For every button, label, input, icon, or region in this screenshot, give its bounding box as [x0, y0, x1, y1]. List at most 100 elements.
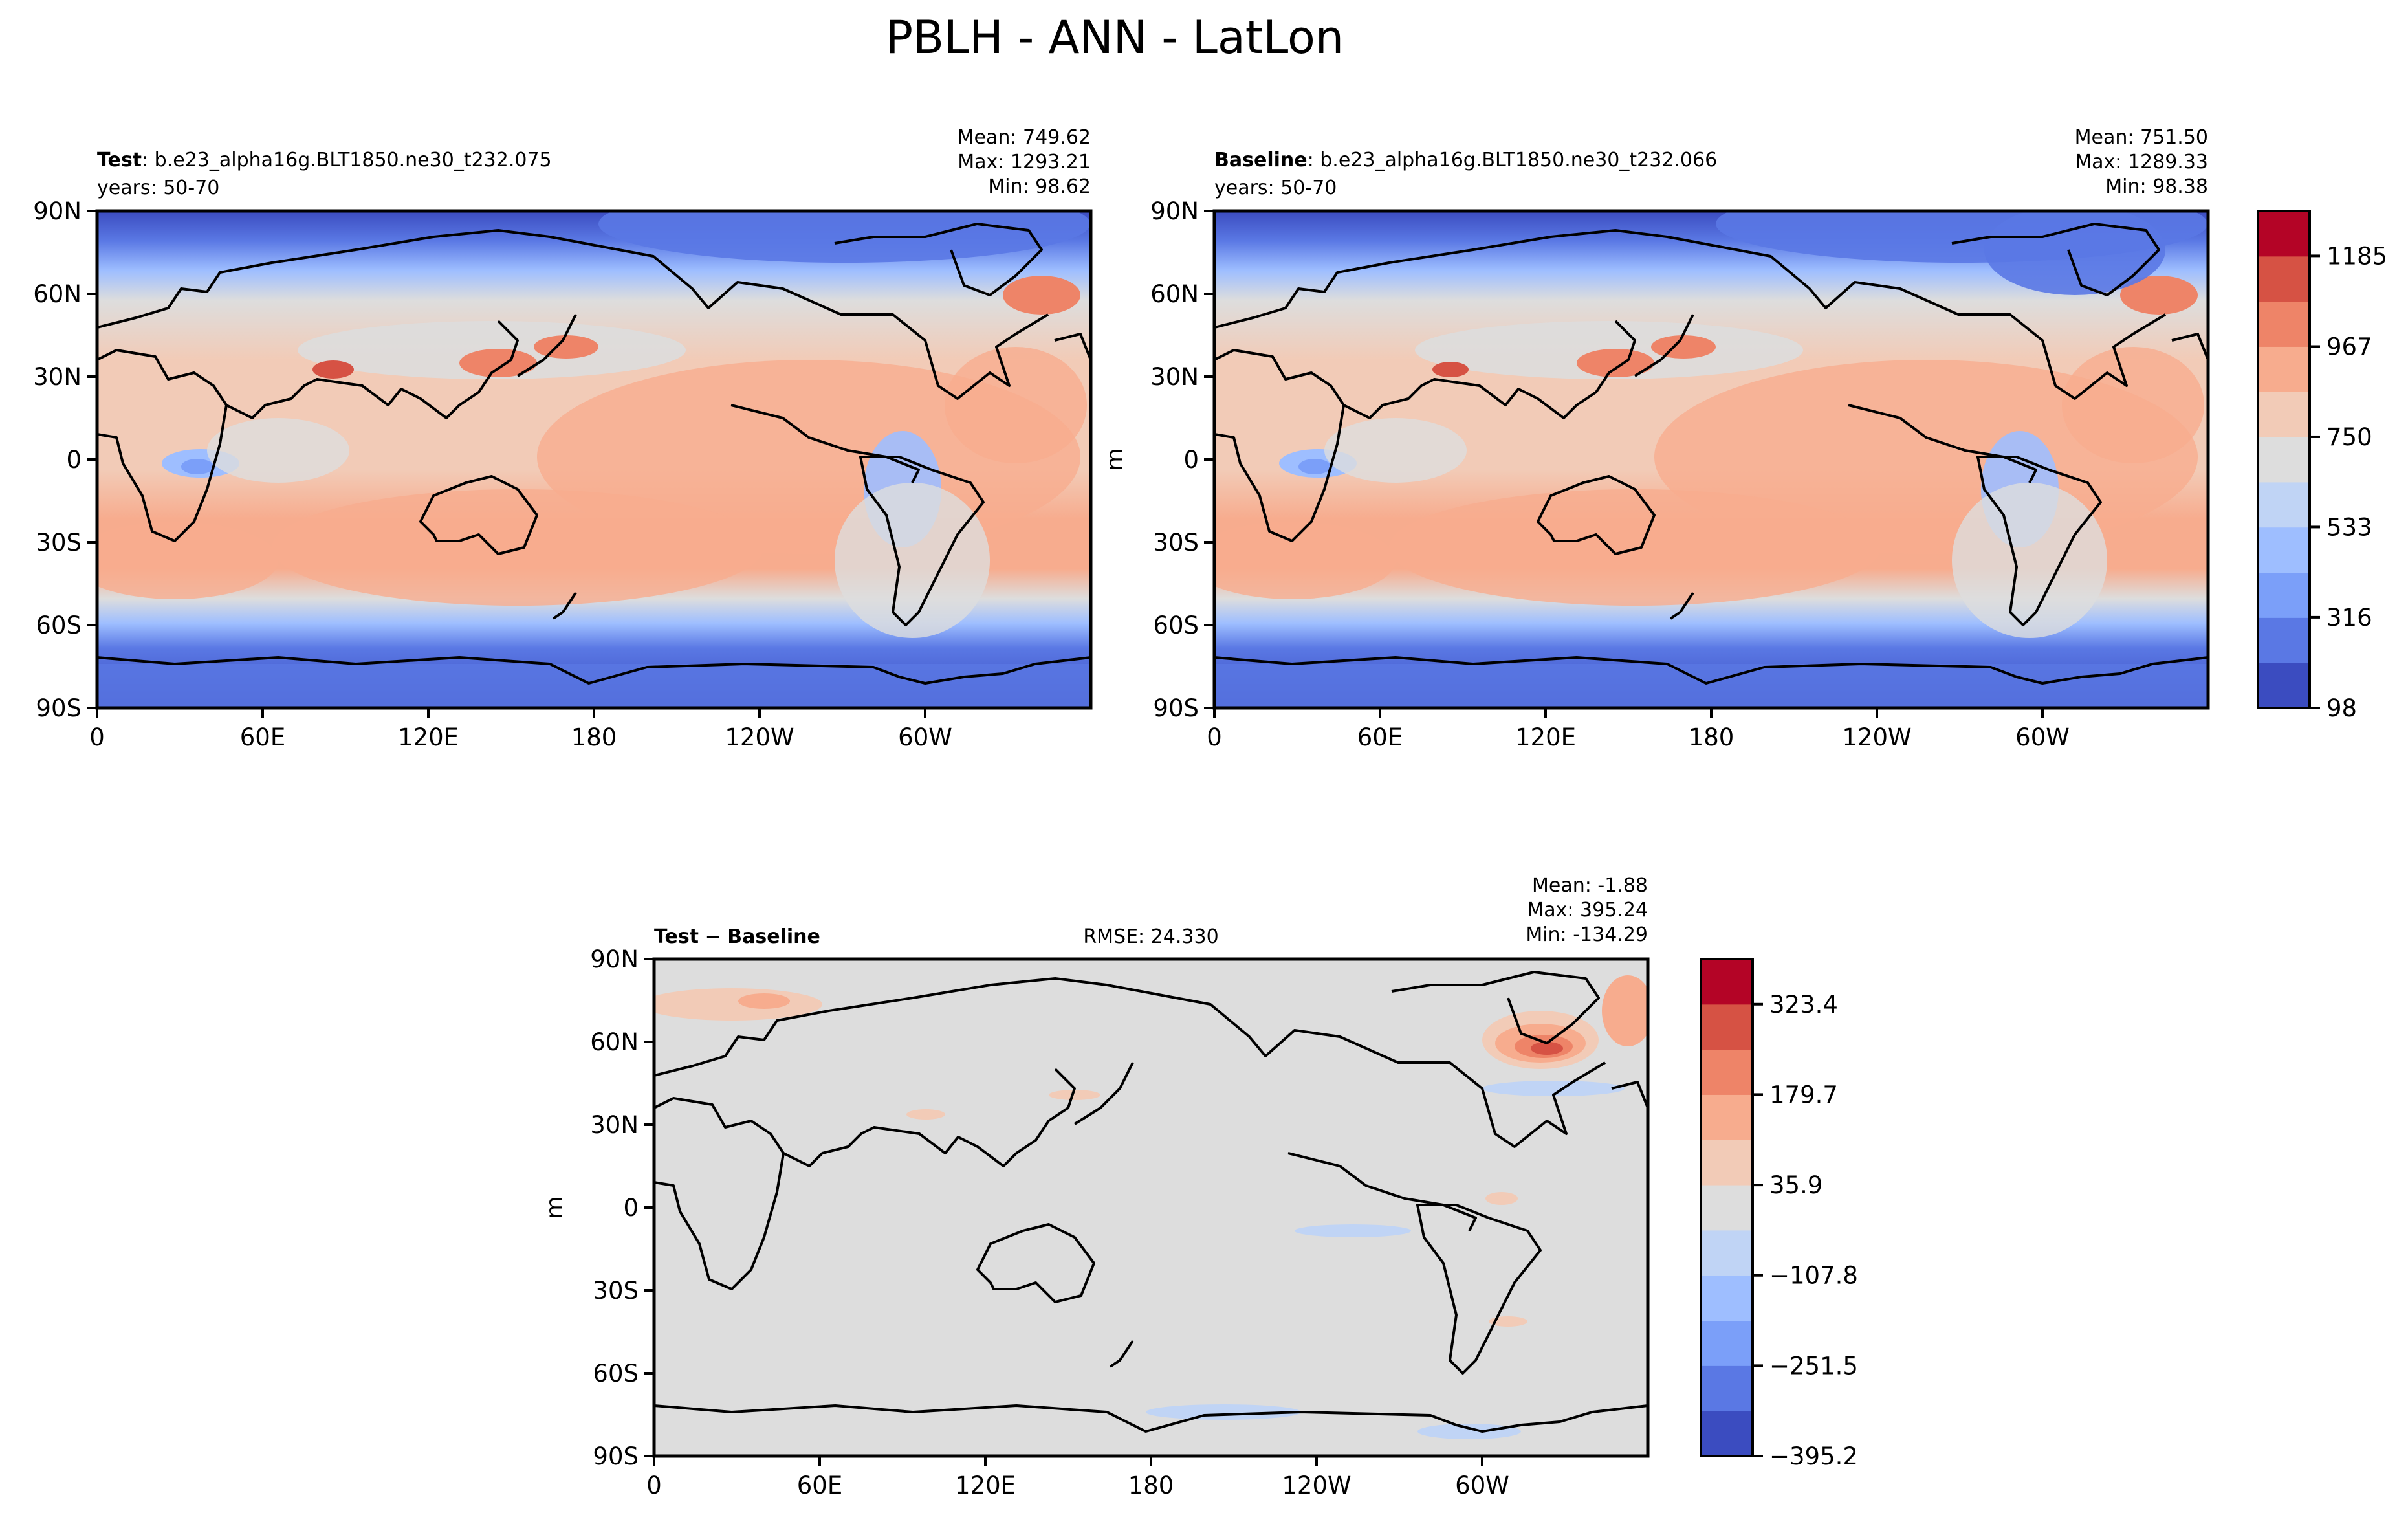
axis-ticks: 0 60E 120E 180 120W 60W 90N 60N 30N 0 30S 60S 90S: [33, 197, 952, 751]
colorbar-frame: [2257, 210, 2311, 709]
x-tick-label: 0: [89, 723, 105, 751]
x-tick-label: 60E: [797, 1472, 842, 1499]
panel-baseline: 0 60E 120E 180 120W 60W 90N 60N 30N 0 30S 60S 90S: [1150, 197, 2210, 751]
colorbar-segment: [1701, 959, 1753, 1005]
map-field: [654, 959, 1648, 1456]
panel-baseline-ylabel: m: [1102, 448, 1128, 470]
x-tick-label: 180: [571, 723, 617, 751]
field-blobs: [97, 211, 1091, 708]
x-tick-label: 0: [646, 1472, 662, 1499]
panel-baseline-label-rest: : b.e23_alpha16g.BLT1850.ne30_t232.066: [1308, 149, 1718, 171]
panel-test-label-rest: : b.e23_alpha16g.BLT1850.ne30_t232.075: [142, 149, 552, 171]
colorbar-segment: [1701, 1320, 1753, 1366]
x-tick-label: 120E: [1515, 723, 1576, 751]
coastlines: [97, 223, 1091, 685]
colorbar-segment: [2258, 346, 2310, 392]
colorbar-segment: [1701, 1004, 1753, 1050]
panel-difference: 0 60E 120E 180 120W 60W 90N 60N 30N 0 30S 60S 90S: [590, 945, 1650, 1499]
y-tick-label: 30S: [36, 529, 82, 557]
x-tick-label: 60E: [240, 723, 285, 751]
y-tick-label: 90S: [1153, 694, 1199, 722]
x-tick-label: 120W: [1282, 1472, 1351, 1499]
colorbar-tick-label: −395.2: [1769, 1442, 1858, 1470]
colorbar-tick-label: 323.4: [1769, 991, 1838, 1019]
panel-test-label-bold: Test: [97, 149, 142, 171]
colorbar-segment: [2258, 527, 2310, 573]
y-tick-label: 0: [66, 446, 82, 474]
x-tick-label: 60E: [1357, 723, 1403, 751]
panel-difference-ylabel: m: [542, 1196, 568, 1219]
panel-difference-max: Max: 395.24: [1527, 899, 1648, 922]
panel-test: 0 60E 120E 180 120W 60W 90N 60N 30N 0 30S 60S 90S: [33, 197, 1093, 751]
y-tick-label: 30S: [593, 1277, 639, 1305]
x-tick-label: 120W: [725, 723, 794, 751]
panel-test-min: Min: 98.62: [988, 175, 1091, 198]
colorbar-tick-label: 316: [2326, 604, 2372, 632]
colorbar-tick-label: 35.9: [1769, 1171, 1822, 1199]
x-tick-label: 120E: [955, 1472, 1016, 1499]
colorbar-tick-label: 967: [2326, 333, 2372, 361]
colorbar-segment: [1701, 1049, 1753, 1095]
y-tick-label: 60S: [593, 1360, 639, 1387]
panel-test-label: Test: b.e23_alpha16g.BLT1850.ne30_t232.0…: [97, 149, 552, 171]
y-tick-label: 30N: [1150, 363, 1199, 391]
panel-difference-rmse: RMSE: 24.330: [1083, 925, 1218, 948]
x-tick-label: 180: [1128, 1472, 1174, 1499]
colorbar-segment: [2258, 437, 2310, 483]
axis-ticks: 0 60E 120E 180 120W 60W 90N 60N 30N 0 30S 60S 90S: [1150, 197, 2070, 751]
panel-baseline-years: years: 50-70: [1214, 177, 1337, 199]
y-tick-label: 90N: [33, 197, 82, 225]
colorbar-frame: [1700, 958, 1754, 1457]
colorbar-segment: [2258, 481, 2310, 528]
x-tick-label: 120W: [1842, 723, 1911, 751]
y-tick-label: 90S: [36, 694, 82, 722]
coastlines: [1214, 223, 2208, 685]
x-tick-label: 60W: [2015, 723, 2070, 751]
panel-difference-min: Min: -134.29: [1526, 923, 1648, 946]
panel-test-max: Max: 1293.21: [958, 151, 1091, 173]
panel-test-mean: Mean: 749.62: [958, 126, 1091, 149]
y-tick-label: 90S: [593, 1442, 639, 1470]
y-tick-label: 30N: [33, 363, 82, 391]
colorbar-segment: [1701, 1230, 1753, 1276]
coastlines: [654, 971, 1648, 1433]
panel-difference-label-sep: −: [699, 925, 727, 948]
colorbar-segment: [1701, 1411, 1753, 1457]
x-tick-label: 60W: [1455, 1472, 1509, 1499]
panel-baseline-label-bold: Baseline: [1214, 149, 1308, 171]
colorbar-segment: [1701, 1275, 1753, 1321]
panel-test-years: years: 50-70: [97, 177, 219, 199]
y-tick-label: 30N: [590, 1111, 639, 1139]
panel-baseline-label: Baseline: b.e23_alpha16g.BLT1850.ne30_t2…: [1214, 149, 1717, 171]
colorbar-tick-label: 750: [2326, 423, 2372, 451]
colorbar-segment: [1701, 1185, 1753, 1231]
panel-difference-label: Test − Baseline: [654, 925, 820, 948]
colorbar-segment: [1701, 1140, 1753, 1186]
colorbar-segment: [2258, 392, 2310, 437]
colorbar-segment: [1701, 1094, 1753, 1140]
y-tick-label: 60S: [1153, 612, 1199, 639]
y-tick-label: 90N: [590, 945, 639, 973]
colorbar-main: 1185 967 750 533 316 98: [2257, 210, 2387, 722]
panel-difference-label-b: Baseline: [727, 925, 820, 948]
y-tick-label: 60N: [33, 280, 82, 308]
colorbar-tick-label: −107.8: [1769, 1262, 1858, 1290]
panel-difference-label-a: Test: [654, 925, 699, 948]
colorbar-segment: [2258, 301, 2310, 347]
y-tick-label: 90N: [1150, 197, 1199, 225]
y-tick-label: 60N: [590, 1028, 639, 1056]
y-tick-label: 0: [1183, 446, 1199, 474]
x-tick-label: 60W: [898, 723, 952, 751]
panel-baseline-mean: Mean: 751.50: [2075, 126, 2208, 149]
colorbar-tick-label: 533: [2326, 513, 2372, 541]
colorbar-tick-label: 98: [2326, 694, 2357, 722]
figure-title: PBLH - ANN - LatLon: [886, 11, 1344, 64]
x-tick-label: 0: [1207, 723, 1222, 751]
colorbar-segment: [2258, 663, 2310, 709]
colorbar-segment: [2258, 256, 2310, 302]
colorbar-segment: [2258, 572, 2310, 618]
y-tick-label: 0: [623, 1194, 639, 1222]
field-blobs: [1214, 211, 2208, 708]
colorbar-segment: [1701, 1365, 1753, 1411]
